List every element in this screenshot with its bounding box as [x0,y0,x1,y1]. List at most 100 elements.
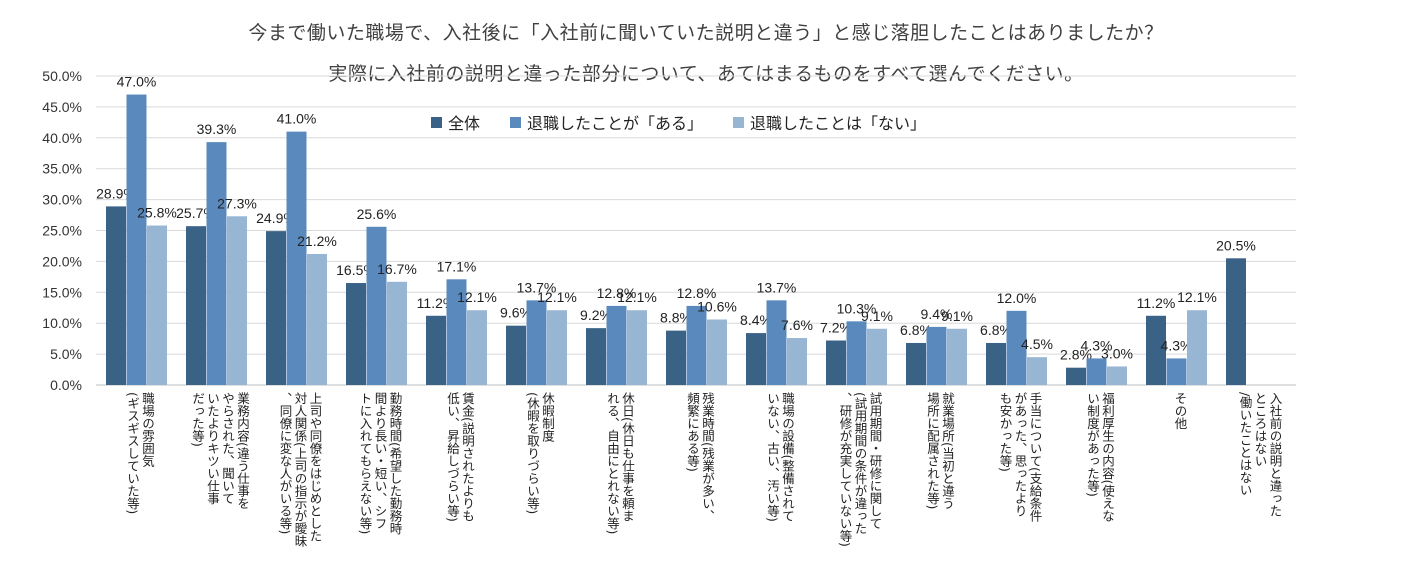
bar-overall [906,342,926,385]
y-tick-label: 35.0% [42,161,82,177]
data-label-quit-yes: 41.0% [277,111,317,127]
bar-quit-yes [526,300,547,385]
bar-quit-no [867,328,887,385]
category-label: 上司や同僚をはじめとした 対人関係(上司の指示が曖昧 、同僚に変な人がいる等) [277,392,323,547]
data-label-quit-yes: 12.8% [677,285,717,301]
data-label-quit-no: 9.1% [861,308,893,324]
chart-title: 今まで働いた職場で、入社後に「入社前に聞いていた説明と違う」と感じ落胆したことは… [248,22,1164,44]
data-label-quit-no: 4.5% [1021,336,1053,352]
y-tick-label: 45.0% [42,99,82,115]
data-label-overall: 25.7% [176,205,216,221]
bar-quit-no [787,338,807,385]
category-label: 試用期間・研修に関して (試用期間の条件が違った 、研修が充実していない等) [837,392,883,547]
legend-swatch-quit-yes [510,116,522,128]
legend-swatch-quit-no [733,116,745,128]
data-label-overall: 24.9% [256,210,296,226]
chart-subtitle: 実際に入社前の説明と違った部分について、あてはまるものをすべて選んでください。 [328,63,1084,85]
legend-item-overall: 全体 [431,110,480,134]
data-label-quit-yes: 9.4% [921,306,953,322]
category-label: 職場の雰囲気 (ギスギスしていた等) [125,392,155,515]
data-label-overall: 2.8% [1060,347,1092,363]
category-label: 休日(休日も仕事を頼ま れる、自由にとれない等) [605,392,635,535]
data-label-overall: 28.9% [96,185,136,201]
bar-overall [746,333,766,385]
bar-overall [1066,367,1086,385]
bar-quit-no [1107,366,1127,385]
bar-quit-yes [366,226,387,385]
data-label-overall: 20.5% [1216,237,1256,253]
legend-label-overall: 全体 [448,114,481,133]
data-label-quit-no: 10.6% [697,298,737,314]
legend-item-quit-no: 退職したことは「ない」 [733,110,926,134]
data-label-quit-yes: 17.1% [437,258,477,274]
category-label: 職場の設備(整備されて いない、古い、汚い等) [765,392,795,522]
category-label: 福利厚生の内容(使えな い制度があった等) [1085,392,1115,522]
bar-quit-no [1187,310,1207,385]
data-label-quit-no: 12.1% [457,289,497,305]
y-tick-label: 0.0% [50,377,82,393]
category-label: 残業時間(残業が多い、 頻繁にある等) [685,392,715,522]
data-label-quit-no: 16.7% [377,261,417,277]
data-label-quit-no: 9.1% [941,308,973,324]
data-label-overall: 8.8% [660,310,692,326]
bar-quit-no [467,310,487,385]
data-label-quit-no: 27.3% [217,195,257,211]
bar-quit-no [227,216,247,385]
bar-quit-no [1027,357,1047,385]
bar-overall [1226,258,1246,385]
y-tick-label: 30.0% [42,192,82,208]
bar-quit-yes [686,305,707,385]
bar-quit-no [147,225,167,385]
bar-quit-yes [206,142,227,385]
category-label: 就業場所(当初と違う 場所に配属された等) [925,392,955,510]
category-label: 業務内容(違う仕事を やらされた、聞いて いたよりキツい仕事 だった等) [190,392,250,510]
data-label-quit-no: 12.1% [537,289,577,305]
category-label: 手当について(支給条件 があった、思ったより も安かった等) [997,392,1043,522]
data-label-quit-no: 12.1% [1177,289,1217,305]
bar-quit-no [707,319,727,385]
bar-overall [826,340,846,385]
legend-swatch-overall [431,116,442,128]
data-label-quit-yes: 39.3% [197,121,237,137]
data-label-quit-yes: 25.6% [357,206,397,222]
data-label-quit-yes: 4.3% [1161,337,1193,353]
bar-quit-yes [606,305,627,385]
data-label-quit-yes: 12.8% [597,285,637,301]
data-label-quit-no: 12.1% [617,289,657,305]
bar-overall [106,206,126,385]
bar-overall [506,325,526,385]
data-label-overall: 9.2% [580,307,612,323]
bar-quit-yes [126,94,147,385]
bar-quit-no [547,310,567,385]
legend: 全体 退職したことが「ある」 退職したことは「ない」 [431,110,926,134]
y-tick-label: 5.0% [50,346,82,362]
bar-quit-yes [1086,358,1107,385]
data-label-quit-no: 25.8% [137,205,177,221]
data-label-quit-no: 21.2% [297,233,337,249]
data-label-overall: 16.5% [336,262,376,278]
legend-item-quit-yes: 退職したことが「ある」 [510,110,703,134]
data-label-overall: 9.6% [500,305,532,321]
bar-overall [266,231,286,385]
bar-quit-yes [1006,310,1027,385]
bar-overall [346,283,366,385]
data-label-quit-yes: 13.7% [517,279,557,295]
y-tick-label: 40.0% [42,130,82,146]
bar-quit-yes [1166,358,1187,385]
data-label-quit-yes: 4.3% [1081,337,1113,353]
data-label-quit-yes: 12.0% [997,290,1037,306]
bar-overall [426,315,446,385]
y-tick-label: 15.0% [42,284,82,300]
bar-quit-yes [446,279,467,385]
bar-overall [1146,315,1166,385]
y-tick-label: 50.0% [42,68,82,84]
bar-quit-no [627,310,647,385]
bar-overall [986,342,1006,385]
data-label-overall: 6.8% [900,322,932,338]
bar-quit-yes [766,300,787,385]
bar-overall [586,328,606,385]
data-label-quit-yes: 13.7% [757,279,797,295]
bar-quit-yes [286,131,307,385]
data-label-quit-yes: 47.0% [117,74,157,90]
